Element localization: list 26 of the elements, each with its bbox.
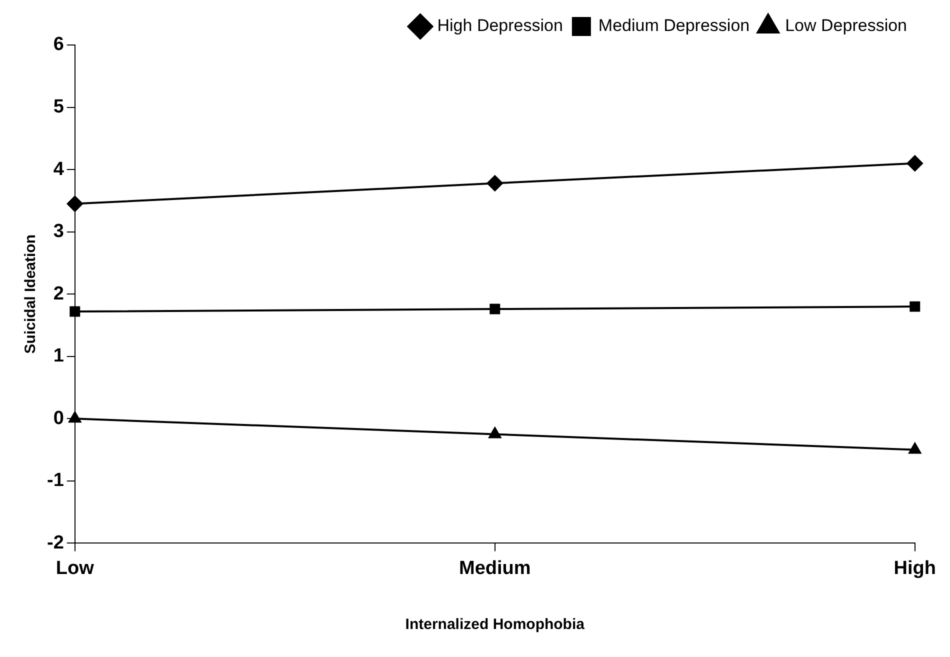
y-tick-label: -2 [46, 532, 64, 554]
point [488, 427, 502, 438]
point [908, 442, 922, 454]
y-tick-label: 2 [53, 283, 64, 304]
legend-label: Medium Depression [598, 16, 750, 36]
point [490, 304, 500, 314]
x-tick-label: High [894, 558, 936, 579]
y-axis-title: Suicidal Ideation [22, 234, 40, 354]
y-tick-label: 0 [53, 408, 64, 429]
y-tick-label: 5 [53, 96, 64, 118]
point [70, 306, 80, 317]
y-tick-label: 3 [53, 221, 64, 242]
y-tick-label: 1 [53, 346, 64, 367]
x-tick-label: Low [56, 558, 94, 579]
point [66, 196, 83, 212]
y-tick-label: -1 [46, 470, 64, 492]
x-axis-title: Internalized Homophobia [405, 616, 586, 634]
y-tick-label: 6 [53, 34, 64, 56]
point [68, 412, 82, 423]
point [486, 175, 503, 192]
x-tick-label: Medium [459, 558, 531, 579]
point [906, 155, 923, 172]
legend-label: High Depression [437, 16, 563, 36]
y-tick-label: 4 [53, 158, 64, 180]
legend-label: Low Depression [785, 16, 908, 36]
point [910, 301, 920, 312]
